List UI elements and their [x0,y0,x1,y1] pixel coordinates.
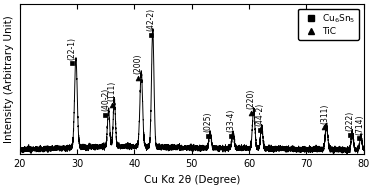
Text: (311): (311) [320,103,329,124]
Text: (44-2): (44-2) [256,103,265,126]
Text: (42-2): (42-2) [147,8,156,31]
Text: (222): (222) [346,111,355,131]
Text: (025): (025) [203,112,212,132]
Text: (220): (220) [246,88,255,109]
Text: (111): (111) [108,81,117,101]
Text: (200): (200) [134,54,142,74]
Text: (33-4): (33-4) [227,109,236,132]
Legend: Cu$_6$Sn$_5$, TiC: Cu$_6$Sn$_5$, TiC [298,9,359,40]
Y-axis label: Intensity (Arbitrary Unit): Intensity (Arbitrary Unit) [4,15,14,143]
Text: (714): (714) [355,114,364,135]
Text: (22-1): (22-1) [68,37,77,60]
X-axis label: Cu Kα 2θ (Degree): Cu Kα 2θ (Degree) [144,175,240,185]
Text: (40-2): (40-2) [101,88,110,111]
